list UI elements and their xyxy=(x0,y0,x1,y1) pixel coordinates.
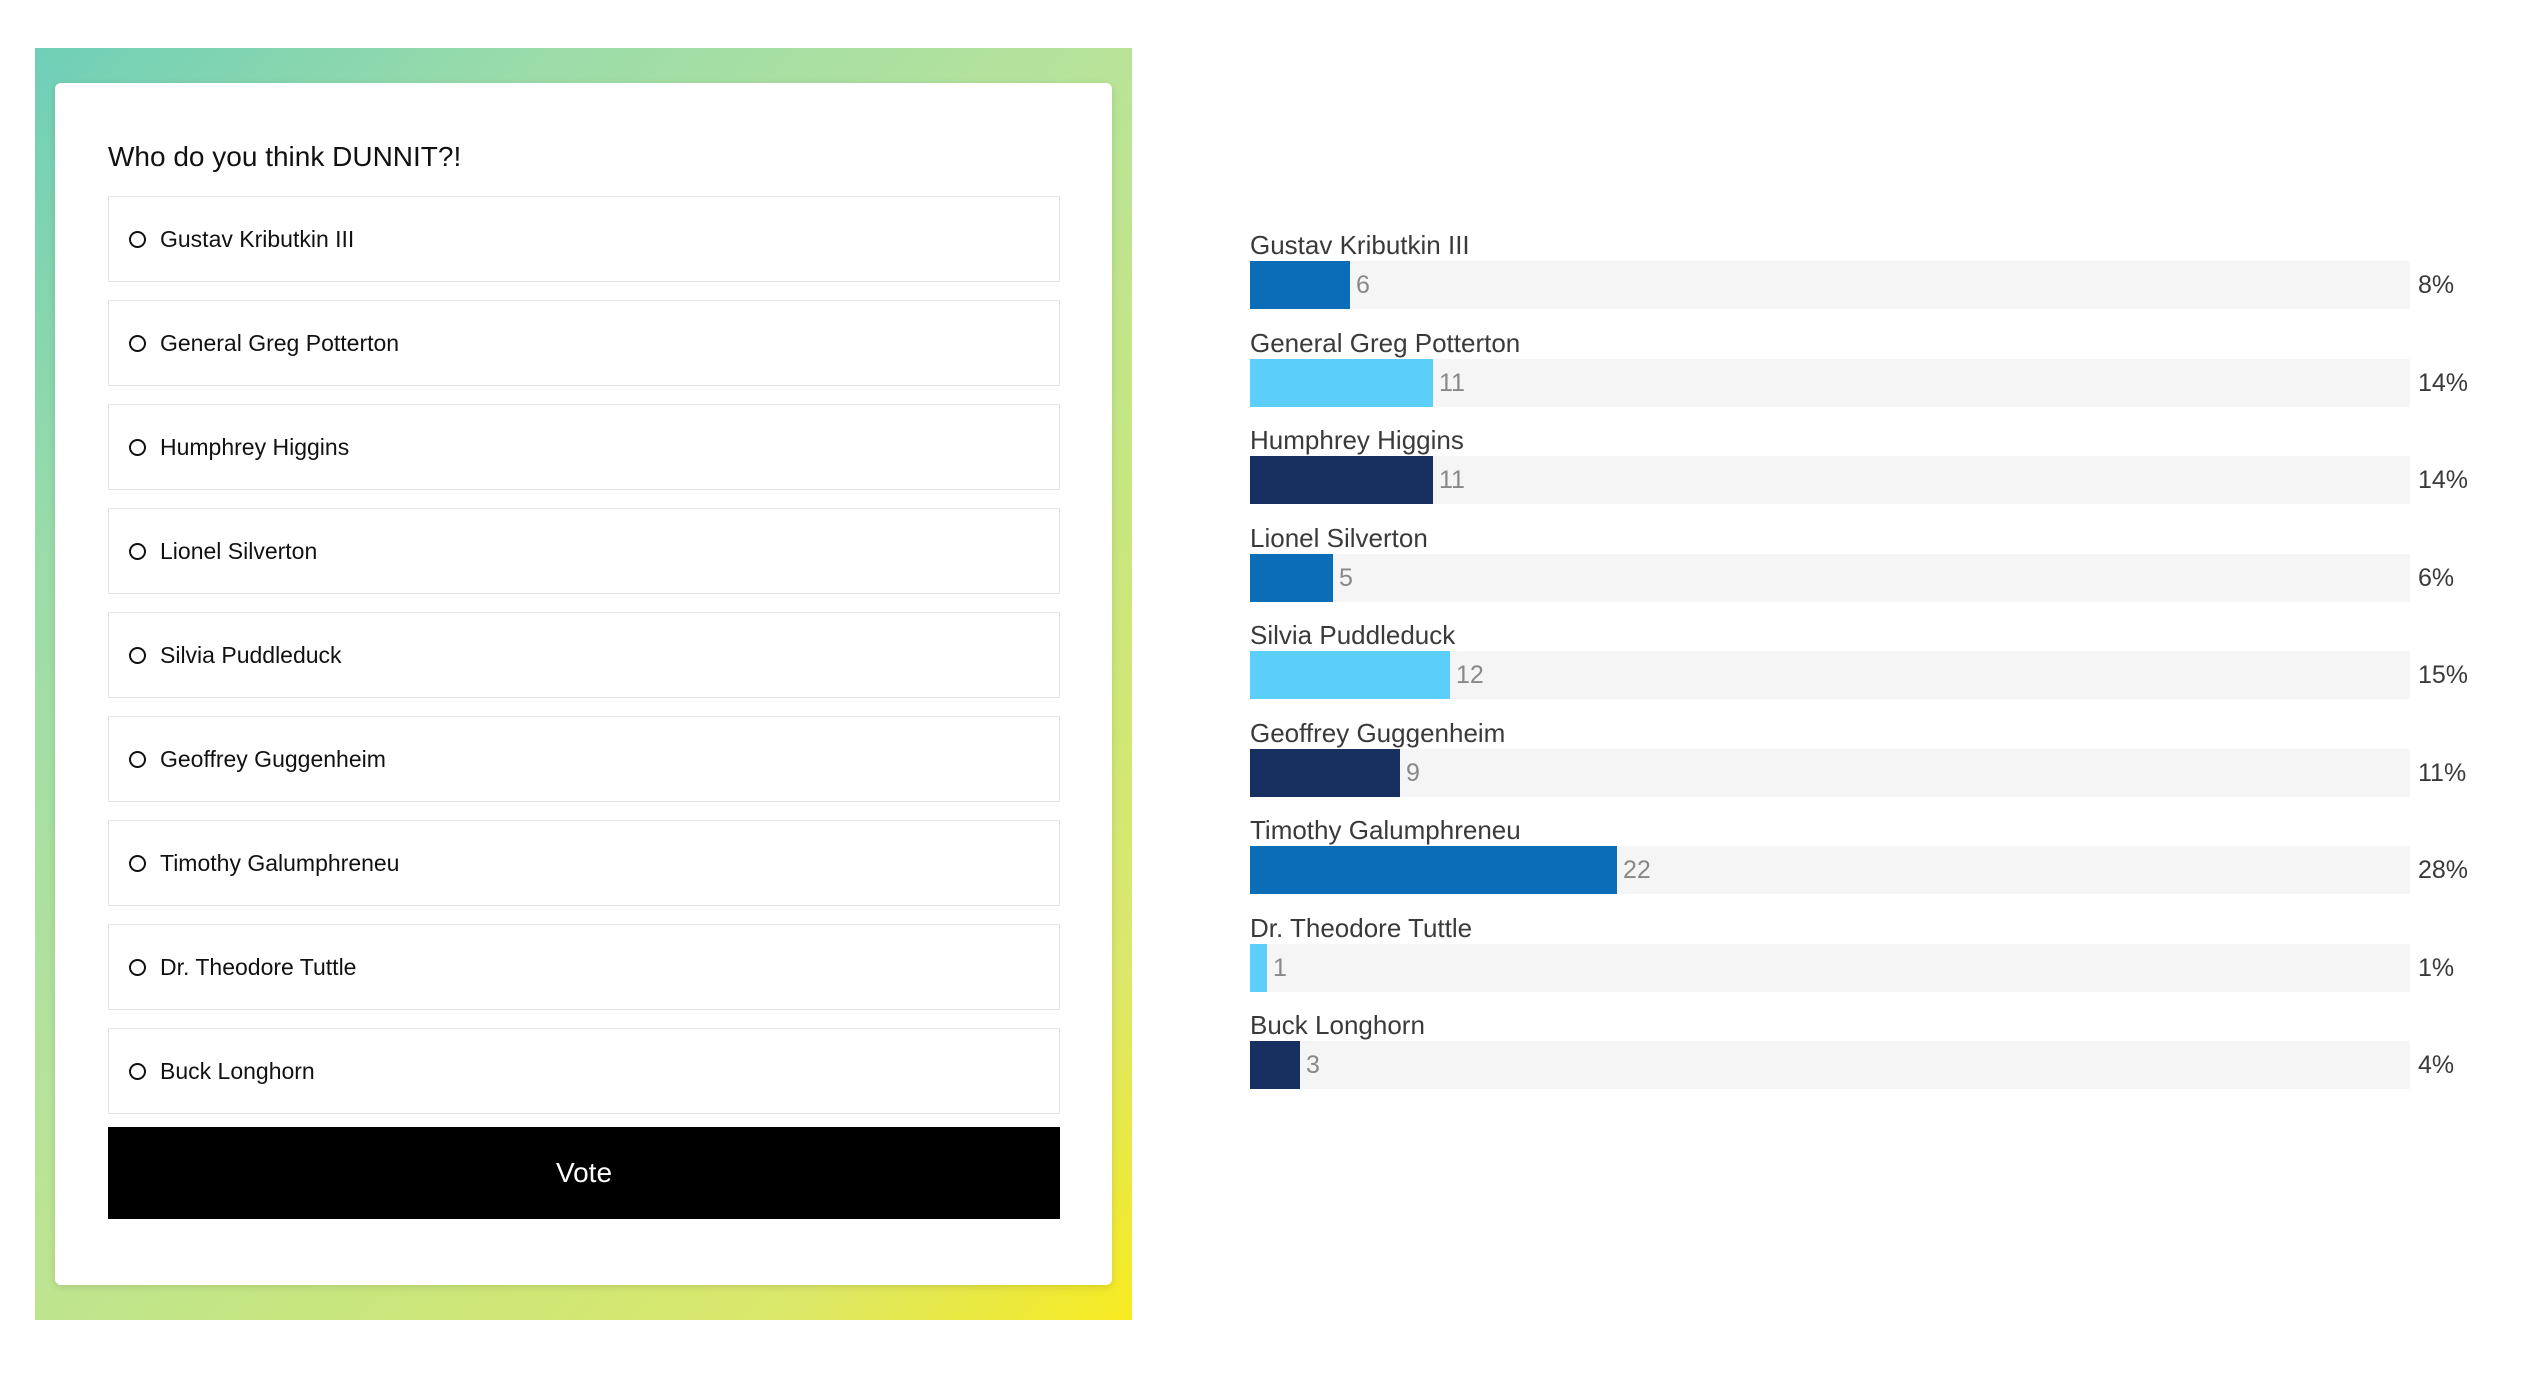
result-name: Humphrey Higgins xyxy=(1250,425,1464,455)
poll-frame: Who do you think DUNNIT?! Gustav Kributk… xyxy=(35,48,1132,1320)
result-vote-count: 12 xyxy=(1456,661,1484,689)
result-track: 12 xyxy=(1250,651,2410,699)
result-bar xyxy=(1250,651,1450,699)
result-vote-count: 22 xyxy=(1623,856,1651,884)
poll-option-label: Dr. Theodore Tuttle xyxy=(160,953,357,980)
poll-card: Who do you think DUNNIT?! Gustav Kributk… xyxy=(55,83,1112,1285)
result-vote-count: 11 xyxy=(1439,466,1465,494)
poll-results: Gustav Kributkin III 6 8% General Greg Pott… xyxy=(1250,228,2490,1106)
result-bar xyxy=(1250,261,1350,309)
poll-option-label: Buck Longhorn xyxy=(160,1057,315,1084)
result-name: Buck Longhorn xyxy=(1250,1010,1425,1040)
poll-option-label: Geoffrey Guggenheim xyxy=(160,745,386,772)
result-row: Lionel Silverton 5 6% xyxy=(1250,521,2490,619)
radio-button[interactable] xyxy=(129,958,146,976)
poll-option[interactable]: General Greg Potterton xyxy=(108,300,1060,386)
result-row: General Greg Potterton 11 14% xyxy=(1250,326,2490,424)
result-percent: 14% xyxy=(2418,466,2469,494)
result-track: 1 xyxy=(1250,943,2410,992)
poll-option-label: Lionel Silverton xyxy=(160,537,318,564)
poll-option[interactable]: Timothy Galumphreneu xyxy=(108,820,1060,906)
result-name: Geoffrey Guggenheim xyxy=(1250,717,1506,748)
result-name: General Greg Potterton xyxy=(1250,327,1521,358)
poll-option[interactable]: Buck Longhorn xyxy=(108,1028,1060,1114)
result-row: Gustav Kributkin III 6 8% xyxy=(1250,228,2490,326)
result-percent: 8% xyxy=(2418,271,2455,299)
poll-question: Who do you think DUNNIT?! xyxy=(108,141,462,172)
result-bar xyxy=(1250,456,1433,504)
result-row: Humphrey Higgins 11 14% xyxy=(1250,423,2490,521)
result-name: Timothy Galumphreneu xyxy=(1250,815,1521,845)
result-track: 5 xyxy=(1250,553,2410,602)
result-row: Geoffrey Guggenheim 9 11% xyxy=(1250,716,2490,814)
radio-button[interactable] xyxy=(129,438,146,456)
poll-option-label: Gustav Kributkin III xyxy=(160,225,355,252)
poll-option[interactable]: Lionel Silverton xyxy=(108,508,1060,594)
result-bar xyxy=(1250,748,1400,797)
result-name: Gustav Kributkin III xyxy=(1250,230,1470,260)
radio-button[interactable] xyxy=(129,542,146,560)
radio-button[interactable] xyxy=(129,750,146,768)
vote-button[interactable]: Vote xyxy=(108,1127,1060,1219)
poll-option-label: Timothy Galumphreneu xyxy=(160,849,400,876)
result-track: 9 xyxy=(1250,748,2410,797)
result-bar xyxy=(1250,943,1267,992)
result-row: Timothy Galumphreneu 22 28% xyxy=(1250,813,2490,911)
result-track: 6 xyxy=(1250,261,2410,309)
poll-option-label: General Greg Potterton xyxy=(160,329,400,356)
result-track: 11 xyxy=(1250,358,2410,407)
poll-option[interactable]: Humphrey Higgins xyxy=(108,404,1060,490)
result-bar xyxy=(1250,358,1433,407)
poll-option[interactable]: Gustav Kributkin III xyxy=(108,196,1060,282)
result-vote-count: 6 xyxy=(1356,271,1370,299)
result-track: 3 xyxy=(1250,1041,2410,1089)
result-vote-count: 11 xyxy=(1439,368,1465,397)
poll-option[interactable]: Geoffrey Guggenheim xyxy=(108,716,1060,802)
radio-button[interactable] xyxy=(129,646,146,664)
result-vote-count: 1 xyxy=(1273,953,1287,982)
poll-option[interactable]: Silvia Puddleduck xyxy=(108,612,1060,698)
radio-button[interactable] xyxy=(129,334,146,352)
radio-button[interactable] xyxy=(129,854,146,872)
result-percent: 6% xyxy=(2418,563,2455,592)
result-track: 22 xyxy=(1250,846,2410,894)
result-percent: 11% xyxy=(2418,758,2467,787)
result-bar xyxy=(1250,846,1617,894)
result-row: Buck Longhorn 3 4% xyxy=(1250,1008,2490,1106)
radio-button[interactable] xyxy=(129,1062,146,1080)
result-name: Dr. Theodore Tuttle xyxy=(1250,912,1473,943)
result-bar xyxy=(1250,553,1333,602)
poll-option-label: Humphrey Higgins xyxy=(160,433,350,460)
poll-options: Gustav Kributkin III General Greg Pottert… xyxy=(108,196,1060,1132)
result-track: 11 xyxy=(1250,456,2410,504)
radio-button[interactable] xyxy=(129,230,146,248)
result-name: Lionel Silverton xyxy=(1250,522,1428,553)
result-name: Silvia Puddleduck xyxy=(1250,620,1456,650)
result-percent: 15% xyxy=(2418,661,2469,689)
result-vote-count: 5 xyxy=(1339,563,1353,592)
poll-option-label: Silvia Puddleduck xyxy=(160,641,342,668)
result-bar xyxy=(1250,1041,1300,1089)
result-vote-count: 3 xyxy=(1306,1051,1320,1079)
result-percent: 14% xyxy=(2418,368,2469,397)
poll-option[interactable]: Dr. Theodore Tuttle xyxy=(108,924,1060,1010)
result-percent: 28% xyxy=(2418,856,2469,884)
result-row: Dr. Theodore Tuttle 1 1% xyxy=(1250,911,2490,1009)
result-row: Silvia Puddleduck 12 15% xyxy=(1250,618,2490,716)
result-vote-count: 9 xyxy=(1406,758,1420,787)
result-percent: 1% xyxy=(2418,953,2455,982)
result-percent: 4% xyxy=(2418,1051,2455,1079)
